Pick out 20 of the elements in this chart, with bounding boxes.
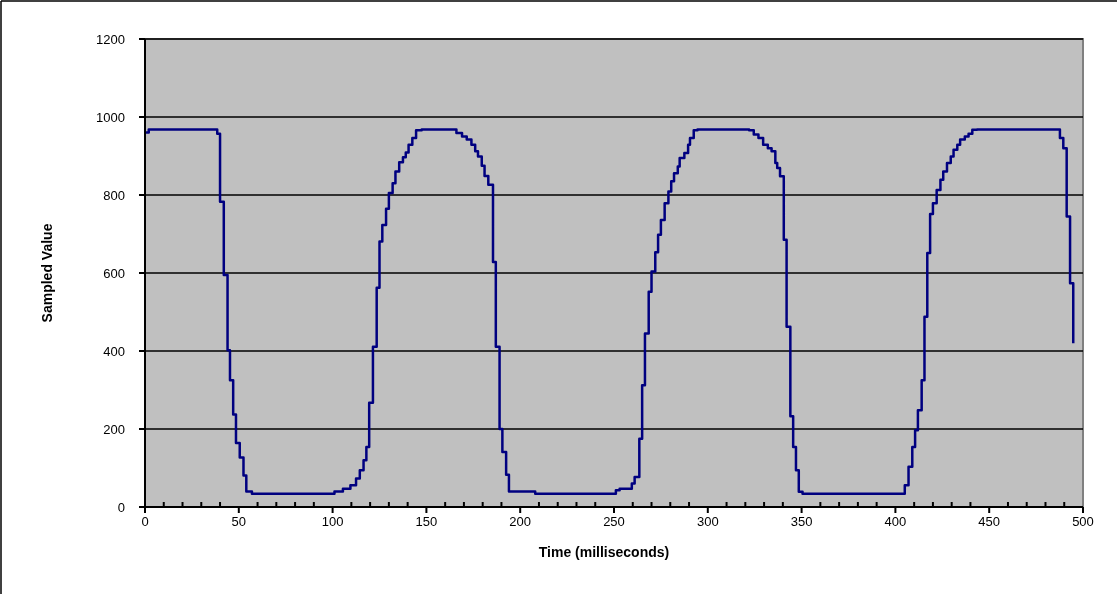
x-tick-label: 50 <box>231 514 247 529</box>
x-tick-label: 150 <box>415 514 438 529</box>
y-tick-label: 200 <box>103 421 125 437</box>
x-tick-label: 100 <box>321 514 344 529</box>
y-tick-label: 0 <box>117 499 125 515</box>
x-tick-label: 250 <box>603 514 625 529</box>
x-tick-label: 400 <box>884 514 907 529</box>
y-tick-label: 1000 <box>96 109 125 125</box>
x-tick-label: 0 <box>141 514 149 529</box>
y-axis-title: Sampled Value <box>39 223 55 323</box>
x-tick-label: 500 <box>1072 514 1094 529</box>
x-axis-title: Time (milliseconds) <box>538 544 670 560</box>
y-tick-label: 800 <box>103 187 125 203</box>
y-tick-label: 600 <box>103 265 125 281</box>
y-tick-label: 400 <box>103 343 125 359</box>
x-tick-label: 200 <box>509 514 532 529</box>
x-tick-label: 350 <box>790 514 813 529</box>
x-tick-label: 300 <box>696 514 719 529</box>
x-tick-label: 450 <box>978 514 1001 529</box>
y-tick-label: 1200 <box>96 31 125 47</box>
